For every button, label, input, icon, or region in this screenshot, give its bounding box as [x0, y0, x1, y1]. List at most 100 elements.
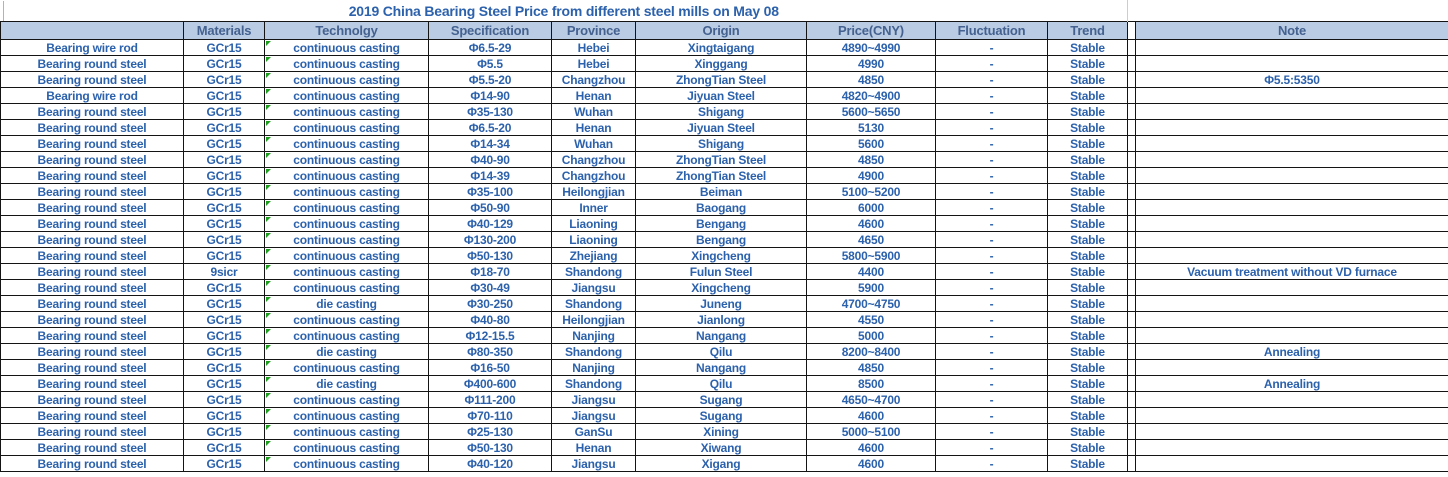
cell-price[interactable]: 4900 [806, 167, 936, 184]
cell-province[interactable]: Shandong [551, 295, 636, 312]
cell-technology[interactable]: continuous casting [264, 151, 429, 168]
cell-trend[interactable]: Stable [1047, 247, 1128, 264]
cell-trend[interactable]: Stable [1047, 183, 1128, 200]
cell-fluctuation[interactable]: - [935, 423, 1048, 440]
cell-specification[interactable]: Φ5.5-20 [428, 71, 552, 88]
column-header-materials[interactable]: Materials [183, 21, 265, 40]
cell-price[interactable]: 5000 [806, 327, 936, 344]
cell-note[interactable] [1135, 199, 1448, 216]
column-header-note[interactable]: Note [1135, 21, 1448, 40]
cell-price[interactable]: 5000~5100 [806, 423, 936, 440]
cell-specification[interactable]: Φ40-120 [428, 455, 552, 472]
cell-fluctuation[interactable]: - [935, 439, 1048, 456]
cell-price[interactable]: 5100~5200 [806, 183, 936, 200]
cell-province[interactable]: Changzhou [551, 167, 636, 184]
cell-specification[interactable]: Φ25-130 [428, 423, 552, 440]
column-header-origin[interactable]: Origin [635, 21, 807, 40]
cell-note[interactable] [1135, 439, 1448, 456]
cell-note[interactable] [1135, 87, 1448, 104]
cell-province[interactable]: Jiangsu [551, 407, 636, 424]
cell-province[interactable]: Henan [551, 439, 636, 456]
cell-price[interactable]: 5600~5650 [806, 103, 936, 120]
cell-origin[interactable]: ZhongTian Steel [635, 167, 807, 184]
cell-origin[interactable]: Baogang [635, 199, 807, 216]
cell-product[interactable]: Bearing round steel [0, 391, 184, 408]
cell-product[interactable]: Bearing round steel [0, 311, 184, 328]
cell-trend[interactable]: Stable [1047, 455, 1128, 472]
column-header-trend[interactable]: Trend [1047, 21, 1128, 40]
cell-technology[interactable]: continuous casting [264, 311, 429, 328]
cell-note[interactable] [1135, 135, 1448, 152]
cell-specification[interactable]: Φ6.5-20 [428, 119, 552, 136]
cell-technology[interactable]: die casting [264, 375, 429, 392]
column-header-price[interactable]: Price(CNY) [806, 21, 936, 40]
cell-technology[interactable]: continuous casting [264, 279, 429, 296]
cell-fluctuation[interactable]: - [935, 39, 1048, 56]
cell-technology[interactable]: continuous casting [264, 199, 429, 216]
cell-fluctuation[interactable]: - [935, 103, 1048, 120]
column-header-fluctuation[interactable]: Fluctuation [935, 21, 1048, 40]
cell-product[interactable]: Bearing round steel [0, 263, 184, 280]
cell-province[interactable]: Henan [551, 87, 636, 104]
cell-price[interactable]: 5600 [806, 135, 936, 152]
cell-price[interactable]: 4850 [806, 359, 936, 376]
cell-note[interactable] [1135, 455, 1448, 472]
cell-trend[interactable]: Stable [1047, 87, 1128, 104]
cell-origin[interactable]: Bengang [635, 231, 807, 248]
cell-price[interactable]: 4600 [806, 455, 936, 472]
cell-technology[interactable]: continuous casting [264, 359, 429, 376]
cell-technology[interactable]: continuous casting [264, 135, 429, 152]
cell-note[interactable] [1135, 55, 1448, 72]
cell-specification[interactable]: Φ14-39 [428, 167, 552, 184]
cell-note[interactable] [1135, 423, 1448, 440]
cell-fluctuation[interactable]: - [935, 119, 1048, 136]
cell-origin[interactable]: Xinggang [635, 55, 807, 72]
cell-technology[interactable]: continuous casting [264, 231, 429, 248]
cell-specification[interactable]: Φ35-100 [428, 183, 552, 200]
cell-origin[interactable]: Xining [635, 423, 807, 440]
cell-origin[interactable]: Qilu [635, 375, 807, 392]
cell-province[interactable]: Heilongjian [551, 183, 636, 200]
cell-technology[interactable]: continuous casting [264, 183, 429, 200]
cell-origin[interactable]: Bengang [635, 215, 807, 232]
cell-technology[interactable]: continuous casting [264, 407, 429, 424]
cell-trend[interactable]: Stable [1047, 439, 1128, 456]
cell-note[interactable] [1135, 311, 1448, 328]
cell-product[interactable]: Bearing round steel [0, 455, 184, 472]
cell-materials[interactable]: GCr15 [183, 151, 265, 168]
cell-price[interactable]: 4600 [806, 439, 936, 456]
column-header-product[interactable] [0, 21, 184, 40]
cell-product[interactable]: Bearing round steel [0, 359, 184, 376]
cell-province[interactable]: Shandong [551, 375, 636, 392]
cell-price[interactable]: 4400 [806, 263, 936, 280]
cell-fluctuation[interactable]: - [935, 279, 1048, 296]
cell-origin[interactable]: Beiman [635, 183, 807, 200]
cell-province[interactable]: Jiangsu [551, 391, 636, 408]
cell-province[interactable]: Changzhou [551, 71, 636, 88]
cell-technology[interactable]: continuous casting [264, 327, 429, 344]
cell-specification[interactable]: Φ130-200 [428, 231, 552, 248]
cell-price[interactable]: 4600 [806, 215, 936, 232]
cell-origin[interactable]: Sugang [635, 407, 807, 424]
cell-materials[interactable]: GCr15 [183, 183, 265, 200]
cell-price[interactable]: 5800~5900 [806, 247, 936, 264]
cell-note[interactable] [1135, 215, 1448, 232]
cell-fluctuation[interactable]: - [935, 55, 1048, 72]
cell-province[interactable]: Shandong [551, 263, 636, 280]
cell-specification[interactable]: Φ18-70 [428, 263, 552, 280]
cell-materials[interactable]: GCr15 [183, 455, 265, 472]
cell-origin[interactable]: ZhongTian Steel [635, 151, 807, 168]
cell-province[interactable]: Nanjing [551, 359, 636, 376]
cell-technology[interactable]: continuous casting [264, 455, 429, 472]
cell-trend[interactable]: Stable [1047, 423, 1128, 440]
cell-note[interactable] [1135, 183, 1448, 200]
cell-note[interactable]: Annealing [1135, 343, 1448, 360]
cell-origin[interactable]: Xingcheng [635, 247, 807, 264]
cell-price[interactable]: 4990 [806, 55, 936, 72]
cell-materials[interactable]: GCr15 [183, 391, 265, 408]
cell-fluctuation[interactable]: - [935, 167, 1048, 184]
cell-materials[interactable]: GCr15 [183, 39, 265, 56]
cell-materials[interactable]: GCr15 [183, 295, 265, 312]
cell-province[interactable]: Wuhan [551, 135, 636, 152]
cell-product[interactable]: Bearing round steel [0, 231, 184, 248]
